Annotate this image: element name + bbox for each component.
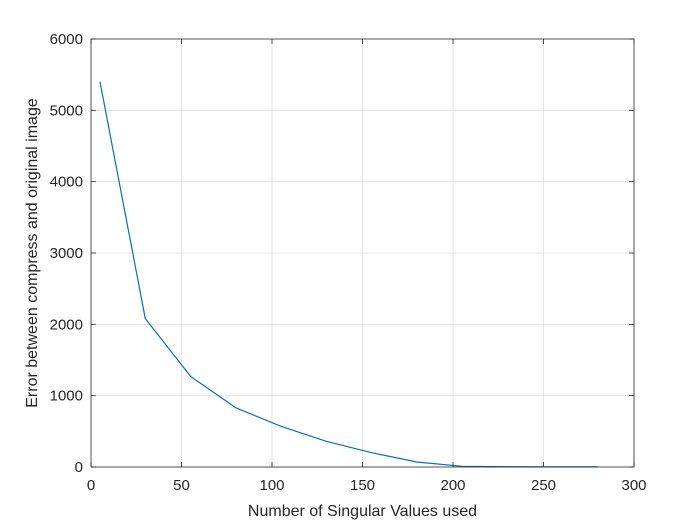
x-tick-label: 300 — [621, 477, 646, 494]
y-axis-label: Error between compress and original imag… — [24, 98, 41, 408]
x-tick-labels: 0 50 100 150 200 250 300 — [87, 477, 647, 494]
x-axis-label: Number of Singular Values used — [248, 503, 477, 520]
x-tick-label: 100 — [259, 477, 284, 494]
y-tick-label: 0 — [75, 459, 83, 476]
y-tick-label: 3000 — [50, 245, 83, 262]
x-tick-label: 150 — [350, 477, 375, 494]
y-tick-label: 5000 — [50, 102, 83, 119]
grid-lines — [91, 39, 634, 467]
y-tick-label: 1000 — [50, 388, 83, 405]
y-tick-label: 2000 — [50, 316, 83, 333]
tick-marks — [90, 38, 635, 468]
x-tick-label: 50 — [173, 477, 190, 494]
y-tick-label: 4000 — [50, 174, 83, 191]
x-tick-label: 250 — [531, 477, 556, 494]
x-tick-label: 0 — [87, 477, 95, 494]
y-tick-label: 6000 — [50, 31, 83, 48]
x-tick-label: 200 — [440, 477, 465, 494]
y-tick-labels: 0 1000 2000 3000 4000 5000 6000 — [50, 31, 83, 476]
